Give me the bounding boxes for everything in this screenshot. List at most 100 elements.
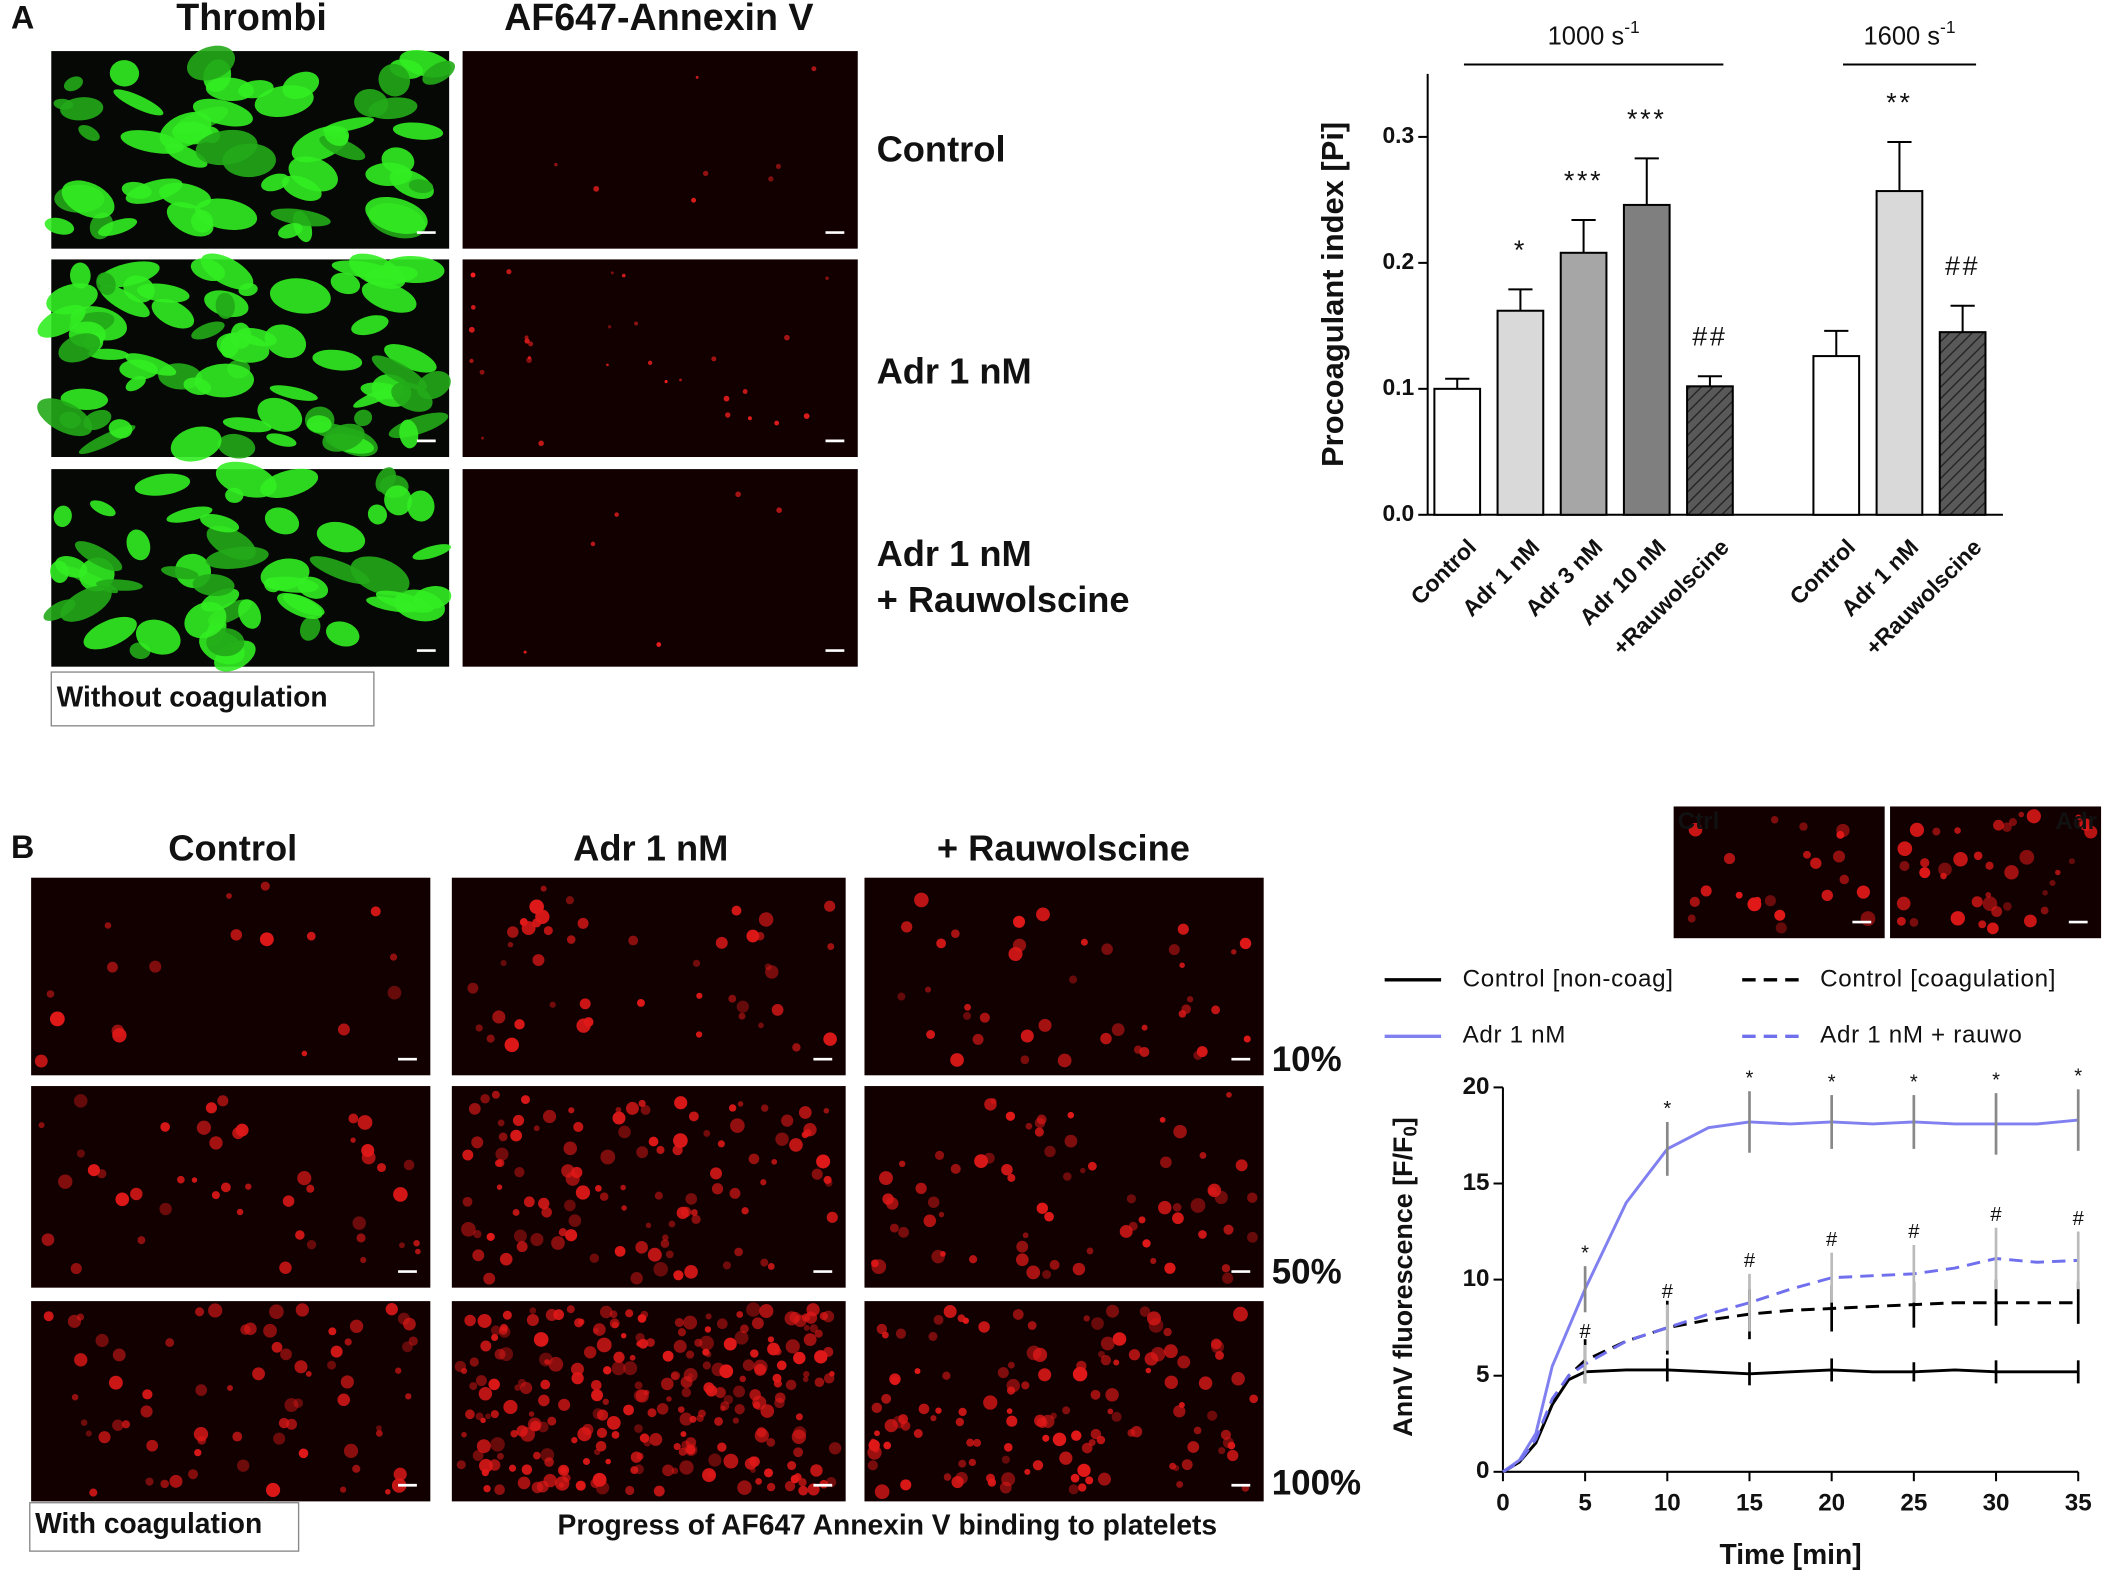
bar [1812,355,1861,516]
platelet [403,1317,416,1331]
platelet [1024,1468,1031,1475]
platelet [159,1202,172,1216]
platelet [748,1153,760,1165]
platelet [692,959,701,967]
bar [1875,190,1924,516]
thrombus [53,98,74,110]
thrombus [222,417,272,433]
x-tick-label: 25 [1900,1489,1927,1516]
platelet [510,1429,518,1438]
platelet [1176,1480,1184,1488]
platelet [785,1379,797,1391]
group-label-sup: -1 [1940,17,1956,37]
platelet [720,1401,730,1411]
thrombus [37,304,86,338]
thrombus [184,601,227,639]
platelet [1899,860,1910,871]
micrograph [462,469,858,667]
platelet [1070,1473,1080,1483]
platelet [798,1478,807,1487]
platelet [558,1482,565,1488]
platelet [974,1154,988,1169]
platelet [966,1438,975,1447]
platelet [736,1000,749,1013]
platelet [1954,827,1961,834]
platelet [771,1158,778,1165]
platelet [924,986,932,993]
platelet [731,905,742,916]
platelet [717,1140,725,1148]
thrombus [361,281,417,313]
platelet [528,341,534,347]
platelet [666,1396,672,1402]
platelet [532,954,545,967]
platelet [1985,861,1994,870]
platelet [1687,914,1696,923]
platelet [510,1129,523,1142]
platelet [240,1324,251,1335]
platelet [787,1461,797,1471]
significance: # [1990,1204,2002,1226]
platelet [957,1314,966,1323]
platelet [878,1171,893,1185]
platelet [97,1169,107,1179]
platelet [728,994,737,1003]
platelet [810,1464,823,1477]
platelet [734,1403,745,1415]
platelet [464,1314,476,1327]
image-background [864,1301,1264,1502]
platelet [660,1377,674,1391]
platelet [1100,1355,1112,1366]
platelet [1231,1372,1245,1386]
platelet [914,892,929,908]
platelet [766,1482,776,1492]
platelet [575,1185,591,1200]
platelet [933,1314,944,1325]
thrombus [391,382,433,412]
x-tick-label: 5 [1578,1489,1591,1516]
significance: * [1581,1242,1589,1264]
platelet [1098,1350,1105,1358]
platelet [504,1037,519,1053]
thrombus [378,63,411,97]
legend-label: Adr 1 nM + rauwo [1820,1022,2022,1049]
platelet [677,1328,687,1337]
thrombus [46,283,98,315]
thrombus [225,487,244,503]
platelet [595,1441,607,1452]
platelet [58,1174,73,1189]
platelet [563,1141,578,1156]
platelet [1097,1472,1111,1486]
platelet [1222,1272,1234,1284]
platelet [1158,1200,1172,1215]
platelet [397,1312,410,1325]
platelet [900,1479,912,1491]
box-label: With coagulation [35,1507,262,1539]
thrombus [215,292,235,319]
platelet [1100,1336,1115,1351]
platelet [1013,915,1026,928]
platelet [1210,1338,1222,1350]
platelet [674,1317,684,1328]
platelet [656,642,662,647]
platelet [630,1272,643,1285]
platelet [758,1022,764,1029]
platelet [983,1395,998,1410]
platelet [694,1338,703,1347]
platelet [107,961,118,973]
platelet [490,1437,505,1452]
significance: * [1746,1067,1754,1089]
x-axis-label: Time [min] [1720,1538,1862,1570]
platelet [1178,1401,1185,1408]
platelet [293,1398,303,1408]
platelet [1774,909,1786,921]
y-axis-label: AnnV fluorescence [F/F0] [1388,1117,1421,1437]
platelet [595,1185,602,1192]
x-tick-label: 10 [1654,1489,1681,1516]
platelet [695,75,699,79]
platelet [979,1012,990,1023]
platelet [1991,906,2003,917]
platelet [590,1379,602,1391]
platelet [711,356,717,362]
